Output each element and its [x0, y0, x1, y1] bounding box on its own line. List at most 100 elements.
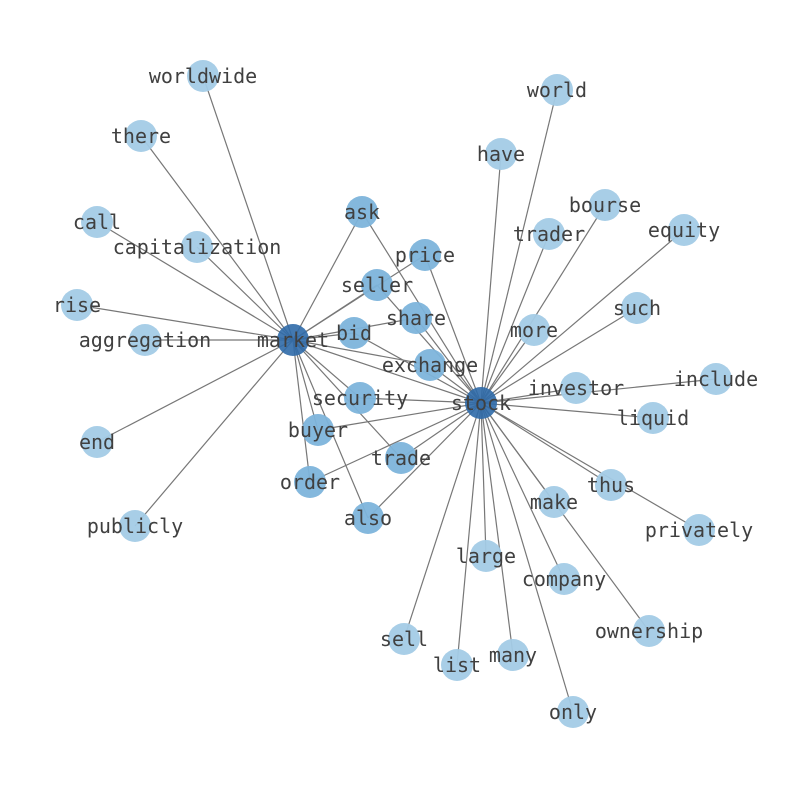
node-label-sell: sell — [380, 627, 428, 651]
node-label-rise: rise — [53, 293, 101, 317]
node-label-include: include — [674, 367, 758, 391]
node-label-world: world — [527, 78, 587, 102]
node-label-ask: ask — [344, 200, 380, 224]
node-sell — [388, 623, 420, 655]
edge-stock-sell — [403, 402, 482, 640]
edge-stock-privately — [480, 402, 700, 531]
node-label-share: share — [386, 306, 446, 330]
node-liquid — [637, 402, 669, 434]
node-publicly — [119, 510, 151, 542]
node-market — [277, 324, 309, 356]
edge-stock-bourse — [480, 204, 606, 404]
edge-market-end — [96, 339, 294, 443]
node-label-stock: stock — [451, 391, 511, 415]
node-trade — [385, 442, 417, 474]
node-label-security: security — [312, 386, 408, 410]
edge-market-stock — [292, 339, 482, 404]
edge-stock-thus — [480, 402, 612, 486]
node-bourse — [589, 189, 621, 221]
node-label-such: such — [613, 296, 661, 320]
node-label-exchange: exchange — [382, 353, 478, 377]
node-label-more: more — [510, 318, 558, 342]
node-price — [409, 239, 441, 271]
node-many — [497, 639, 529, 671]
node-label-investor: investor — [528, 376, 624, 400]
node-company — [548, 563, 580, 595]
edge-stock-ownership — [480, 402, 650, 632]
node-label-bourse: bourse — [569, 193, 641, 217]
node-worldwide — [187, 60, 219, 92]
node-aggregation — [129, 324, 161, 356]
node-exchange — [414, 349, 446, 381]
node-label-thus: thus — [587, 473, 635, 497]
node-equity — [668, 214, 700, 246]
edge-stock-large — [480, 402, 487, 557]
edge-market-seller — [292, 284, 378, 341]
node-investor — [560, 372, 592, 404]
node-world — [541, 74, 573, 106]
node-stock — [465, 387, 497, 419]
edge-stock-many — [480, 402, 514, 656]
edge-market-publicly — [134, 339, 294, 527]
edge-market-order — [292, 339, 311, 483]
node-label-make: make — [530, 490, 578, 514]
node-label-only: only — [549, 700, 597, 724]
edge-stock-order — [309, 402, 482, 483]
node-label-trader: trader — [513, 222, 585, 246]
node-list — [441, 649, 473, 681]
node-label-buyer: buyer — [288, 418, 348, 442]
edge-market-ask — [292, 211, 363, 341]
node-such — [621, 292, 653, 324]
node-label-seller: seller — [341, 273, 413, 297]
node-privately — [683, 514, 715, 546]
node-label-bid: bid — [336, 321, 372, 345]
node-large — [470, 540, 502, 572]
node-only — [557, 696, 589, 728]
node-trader — [533, 218, 565, 250]
edge-stock-seller — [376, 284, 482, 404]
node-have — [485, 138, 517, 170]
edge-stock-liquid — [480, 402, 654, 419]
edge-stock-list — [456, 402, 482, 666]
edge-stock-also — [367, 402, 482, 519]
node-label-there: there — [111, 124, 171, 148]
labels: market stock worldwide there callcapitalizat… — [53, 64, 758, 724]
edge-market-call — [96, 221, 294, 341]
node-ownership — [633, 615, 665, 647]
node-security — [344, 382, 376, 414]
node-capitalization — [181, 231, 213, 263]
edge-stock-only — [480, 402, 574, 713]
edge-stock-equity — [480, 229, 685, 404]
nodes — [61, 60, 732, 728]
node-ask — [346, 196, 378, 228]
node-label-publicly: publicly — [87, 514, 183, 538]
edge-market-capitalization — [196, 246, 294, 341]
edge-stock-price — [424, 254, 482, 404]
node-label-equity: equity — [648, 218, 720, 242]
node-label-order: order — [280, 470, 340, 494]
edge-stock-have — [480, 153, 502, 404]
node-label-end: end — [79, 430, 115, 454]
node-label-aggregation: aggregation — [79, 328, 211, 352]
node-order — [294, 466, 326, 498]
node-label-privately: privately — [645, 518, 753, 542]
node-label-company: company — [522, 567, 606, 591]
node-label-list: list — [433, 653, 481, 677]
node-thus — [595, 469, 627, 501]
node-seller — [361, 269, 393, 301]
edge-stock-security — [359, 397, 482, 404]
edge-stock-include — [480, 378, 717, 404]
node-label-ownership: ownership — [595, 619, 703, 643]
node-bid — [338, 317, 370, 349]
edge-market-worldwide — [202, 75, 294, 341]
node-there — [125, 120, 157, 152]
node-end — [81, 426, 113, 458]
edge-stock-share — [415, 317, 482, 404]
node-more — [518, 314, 550, 346]
node-label-price: price — [395, 243, 455, 267]
node-include — [700, 363, 732, 395]
edge-stock-buyer — [317, 402, 482, 431]
node-label-trade: trade — [371, 446, 431, 470]
node-label-also: also — [344, 506, 392, 530]
edge-stock-world — [480, 89, 558, 404]
